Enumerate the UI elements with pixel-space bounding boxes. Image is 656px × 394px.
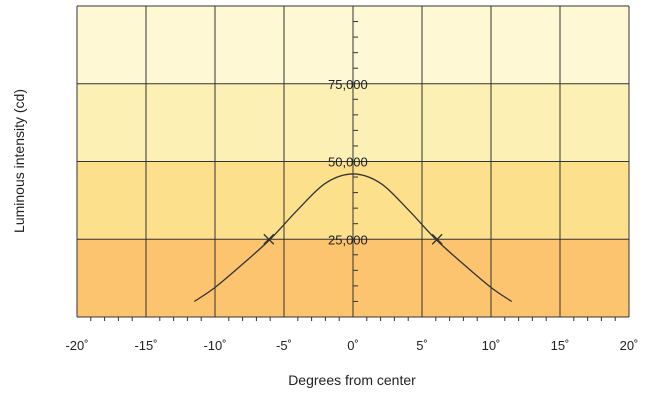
half-intensity-marker-0 — [263, 233, 275, 245]
x-tick-label-0: -20˚ — [65, 338, 88, 353]
y-axis-title: Luminous intensity (cd) — [11, 89, 27, 233]
x-tick-label-8: 20˚ — [620, 338, 639, 353]
x-tick-label-7: 15˚ — [551, 338, 570, 353]
y-tick-labels: 25,000 50,000 75,000 — [328, 77, 368, 248]
grid-lines — [76, 5, 630, 318]
x-tick-label-3: -5˚ — [276, 338, 292, 353]
y-tick-label-2: 75,000 — [328, 77, 368, 92]
x-tick-labels: -20˚ -15˚ -10˚ -5˚ 0˚ 5˚ 10˚ 15˚ 20˚ — [65, 338, 638, 353]
x-tick-label-2: -10˚ — [203, 338, 226, 353]
marker-layer — [263, 233, 443, 245]
x-axis-title: Degrees from center — [288, 372, 416, 388]
y-tick-label-1: 50,000 — [328, 155, 368, 170]
x-tick-label-6: 10˚ — [482, 338, 501, 353]
x-tick-label-5: 5˚ — [416, 338, 428, 353]
y-tick-label-0: 25,000 — [328, 232, 368, 247]
center-axis-ticks — [90, 21, 616, 321]
series-line-0 — [193, 173, 513, 302]
x-tick-label-1: -15˚ — [134, 338, 157, 353]
x-tick-label-4: 0˚ — [347, 338, 359, 353]
half-intensity-marker-1 — [431, 233, 443, 245]
series-layer — [193, 173, 513, 302]
